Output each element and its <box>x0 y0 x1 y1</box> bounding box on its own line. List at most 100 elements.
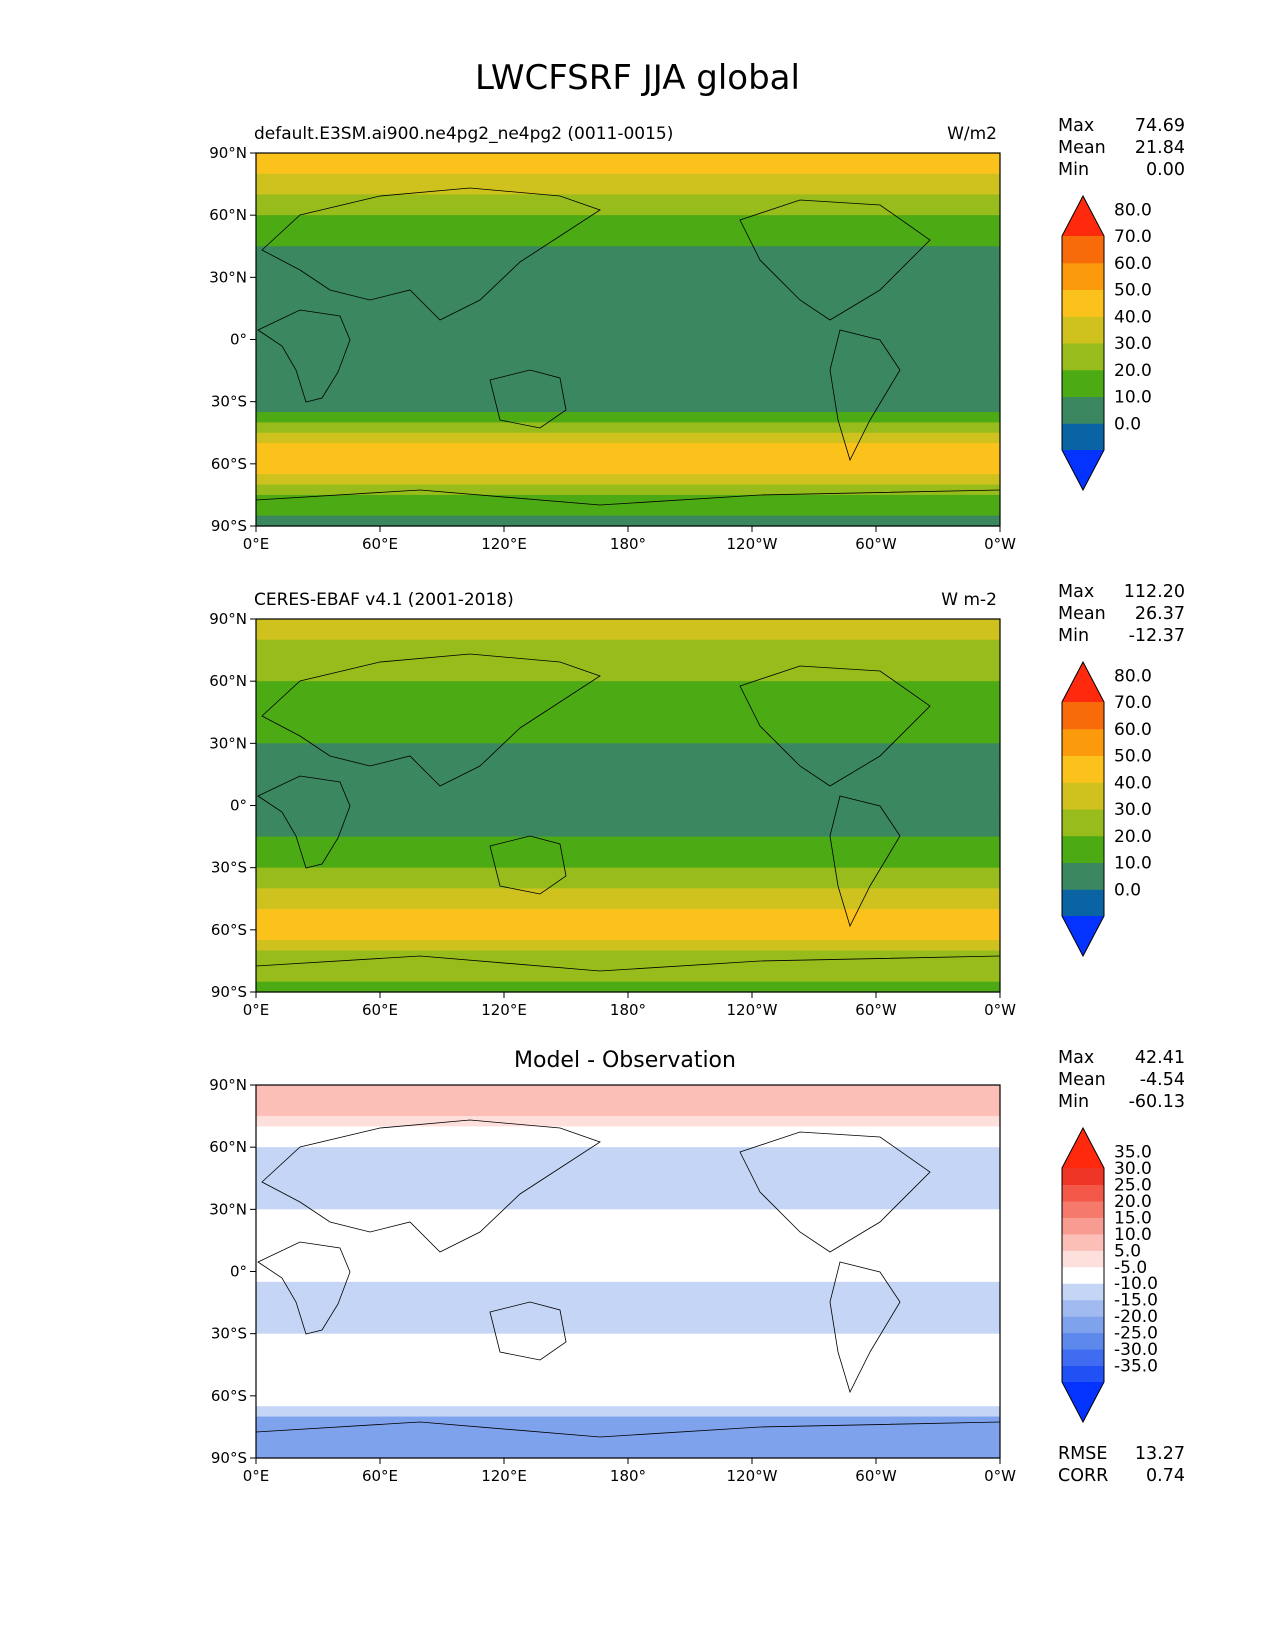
field-band <box>256 204 1000 216</box>
y-tick-label: 90°S <box>211 1449 247 1467</box>
field-band <box>256 619 1000 630</box>
panel-title-center: Model - Observation <box>514 1048 736 1073</box>
stat-mean-label: Mean <box>1058 138 1106 158</box>
colorbar-tick-label: 20.0 <box>1114 361 1152 381</box>
field-band <box>256 1157 1000 1169</box>
colorbar-segment <box>1062 316 1104 344</box>
stat-min-value: -60.13 <box>1128 1092 1185 1112</box>
field-band <box>256 443 1000 455</box>
observation-map: 0°E 60°E 120°E 180° 120°W 60°W 0°W 90°N 60°N 30°N… <box>209 610 1152 1019</box>
colorbar-tick-label: 10.0 <box>1114 854 1152 874</box>
y-tick-label: 0° <box>230 1263 247 1281</box>
stat-mean-label: Mean <box>1058 1070 1106 1090</box>
field-band <box>256 163 1000 175</box>
colorbar: 0.0 10.0 20.0 30.0 40.0 50.0 60.0 70.0 80.0 <box>1061 194 1152 492</box>
field-band <box>256 1271 1000 1283</box>
field-band <box>256 1147 1000 1159</box>
colorbar-tick-label: 80.0 <box>1114 200 1152 220</box>
stat-corr-value: 0.74 <box>1146 1466 1185 1486</box>
y-tick-label: 60°N <box>209 206 247 224</box>
colorbar-tick-label: -20.0 <box>1114 1307 1158 1327</box>
x-tick-label: 0°E <box>243 535 270 553</box>
panel-units: W m-2 <box>941 590 997 610</box>
field-band <box>256 691 1000 703</box>
field-band <box>256 266 1000 278</box>
stat-max-value: 112.20 <box>1123 582 1185 602</box>
coastline <box>261 653 601 787</box>
colorbar-tick-label: 0.0 <box>1114 880 1141 900</box>
x-tick-label: 0°E <box>243 1001 270 1019</box>
field-band <box>256 215 1000 227</box>
colorbar-segment <box>1062 1283 1104 1301</box>
difference-map: 0°E 60°E 120°E 180° 120°W 60°W 0°W 90°N 60°N 30°N… <box>209 1076 1158 1485</box>
y-tick-label: 30°S <box>211 859 247 877</box>
field-band <box>256 722 1000 734</box>
model-map: 0°E 60°E 120°E 180° 120°W 60°W 0°W 90°N 60°N 30°N… <box>209 144 1152 553</box>
field-band <box>256 246 1000 258</box>
colorbar-segment <box>1062 262 1104 290</box>
coastlines <box>255 1119 1001 1438</box>
field-band <box>256 774 1000 786</box>
y-tick-label: 60°N <box>209 1138 247 1156</box>
field-band <box>256 1437 1000 1449</box>
field-band <box>256 940 1000 952</box>
colorbar-segment <box>1062 862 1104 890</box>
colorbar-tick-label: 10.0 <box>1114 1225 1152 1245</box>
colorbar-tick-label: 70.0 <box>1114 693 1152 713</box>
x-tick-label: 120°W <box>727 1001 778 1019</box>
field-band <box>256 1230 1000 1242</box>
field-band <box>256 1126 1000 1138</box>
y-tick-label: 60°S <box>211 1387 247 1405</box>
field-band <box>256 453 1000 465</box>
field-band <box>256 463 1000 475</box>
field-band <box>256 298 1000 310</box>
colorbar-tick-label: 40.0 <box>1114 773 1152 793</box>
field-band <box>256 981 1000 993</box>
colorbar: 0.0 10.0 20.0 30.0 40.0 50.0 60.0 70.0 80.0 <box>1061 660 1152 958</box>
field-band <box>256 660 1000 672</box>
coastlines <box>255 187 1001 506</box>
field-band <box>256 235 1000 247</box>
field-band <box>256 184 1000 196</box>
field-band <box>256 287 1000 299</box>
field-band <box>256 732 1000 744</box>
coastlines <box>255 653 1001 972</box>
field-band <box>256 1240 1000 1252</box>
colorbar-segment <box>1062 889 1104 917</box>
field-band <box>256 1209 1000 1221</box>
colorbar-segment <box>1062 728 1104 756</box>
stat-mean-value: 21.84 <box>1134 138 1185 158</box>
colorbar-tick-label: 80.0 <box>1114 666 1152 686</box>
x-tick-label: 60°W <box>855 535 897 553</box>
field-band <box>256 1281 1000 1293</box>
x-tick-label: 60°E <box>362 1001 398 1019</box>
colorbar-segment <box>1062 1349 1104 1367</box>
colorbar-segment <box>1062 1233 1104 1251</box>
coastline <box>489 835 567 895</box>
stat-max-label: Max <box>1058 116 1095 136</box>
colorbar-segment <box>1062 1250 1104 1268</box>
x-tick-label: 0°W <box>984 535 1016 553</box>
x-tick-label: 0°W <box>984 1467 1016 1485</box>
stat-max-label: Max <box>1058 1048 1095 1068</box>
field-band <box>256 815 1000 827</box>
field-band <box>256 360 1000 372</box>
field-bands <box>256 153 1000 527</box>
field-bands <box>256 1085 1000 1459</box>
y-tick-label: 60°N <box>209 672 247 690</box>
stat-min-value: -12.37 <box>1128 626 1185 646</box>
y-tick-label: 60°S <box>211 921 247 939</box>
colorbar-tick-label: 30.0 <box>1114 1159 1152 1179</box>
stat-mean-label: Mean <box>1058 604 1106 624</box>
colorbar-tick-label: 50.0 <box>1114 747 1152 767</box>
colorbar-segment <box>1062 1316 1104 1334</box>
field-band <box>256 670 1000 682</box>
y-tick-label: 30°N <box>209 734 247 752</box>
field-band <box>256 1426 1000 1438</box>
y-tick-label: 90°N <box>209 610 247 628</box>
coastline <box>257 1241 351 1335</box>
colorbar-segment <box>1062 1332 1104 1350</box>
colorbar-tick-label: -30.0 <box>1114 1340 1158 1360</box>
field-band <box>256 743 1000 755</box>
coastline <box>739 665 931 787</box>
